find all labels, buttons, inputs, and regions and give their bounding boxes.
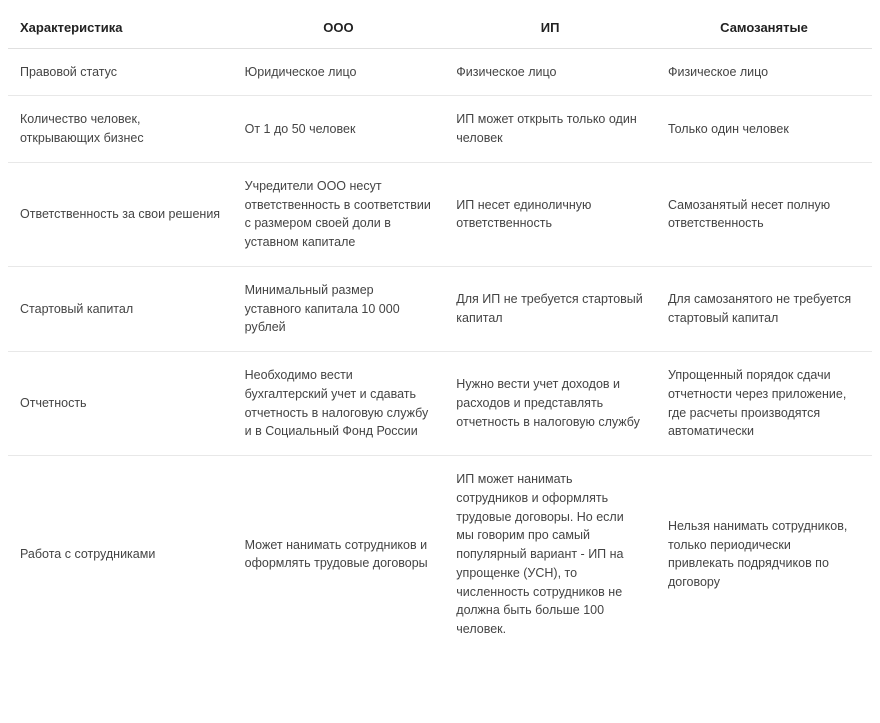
cell-ip: ИП может нанимать сотрудников и оформлят… [444,456,656,653]
table-header-row: Характеристика ООО ИП Самозанятые [8,8,872,48]
row-label: Отчетность [8,352,233,456]
cell-ooo: От 1 до 50 человек [233,96,445,163]
row-label: Количество человек, открывающих бизнес [8,96,233,163]
row-label: Работа с сотрудниками [8,456,233,653]
comparison-table: Характеристика ООО ИП Самозанятые Правов… [8,8,872,653]
cell-ip: Нужно вести учет доходов и расходов и пр… [444,352,656,456]
row-label: Правовой статус [8,48,233,96]
table-body: Правовой статус Юридическое лицо Физичес… [8,48,872,653]
cell-self: Упрощенный порядок сдачи отчетности чере… [656,352,872,456]
col-header-self-employed: Самозанятые [656,8,872,48]
cell-self: Только один человек [656,96,872,163]
table-row: Правовой статус Юридическое лицо Физичес… [8,48,872,96]
table-row: Стартовый капитал Минимальный размер уст… [8,266,872,351]
cell-ip: ИП может открыть только один человек [444,96,656,163]
row-label: Стартовый капитал [8,266,233,351]
table-row: Количество человек, открывающих бизнес О… [8,96,872,163]
cell-self: Физическое лицо [656,48,872,96]
row-label: Ответственность за свои решения [8,162,233,266]
cell-ip: ИП несет единоличную ответственность [444,162,656,266]
cell-ooo: Может нанимать сотрудников и оформлять т… [233,456,445,653]
cell-ip: Физическое лицо [444,48,656,96]
cell-ooo: Юридическое лицо [233,48,445,96]
col-header-ooo: ООО [233,8,445,48]
table-row: Работа с сотрудниками Может нанимать сот… [8,456,872,653]
table-row: Отчетность Необходимо вести бухгалтерски… [8,352,872,456]
cell-ip: Для ИП не требуется стартовый капитал [444,266,656,351]
cell-ooo: Минимальный размер уставного капитала 10… [233,266,445,351]
cell-self: Нельзя нанимать сотрудников, только пери… [656,456,872,653]
table-row: Ответственность за свои решения Учредите… [8,162,872,266]
cell-self: Для самозанятого не требуется стартовый … [656,266,872,351]
cell-self: Самозанятый несет полную ответственность [656,162,872,266]
col-header-ip: ИП [444,8,656,48]
col-header-characteristic: Характеристика [8,8,233,48]
cell-ooo: Необходимо вести бухгалтерский учет и сд… [233,352,445,456]
cell-ooo: Учредители ООО несут ответственность в с… [233,162,445,266]
